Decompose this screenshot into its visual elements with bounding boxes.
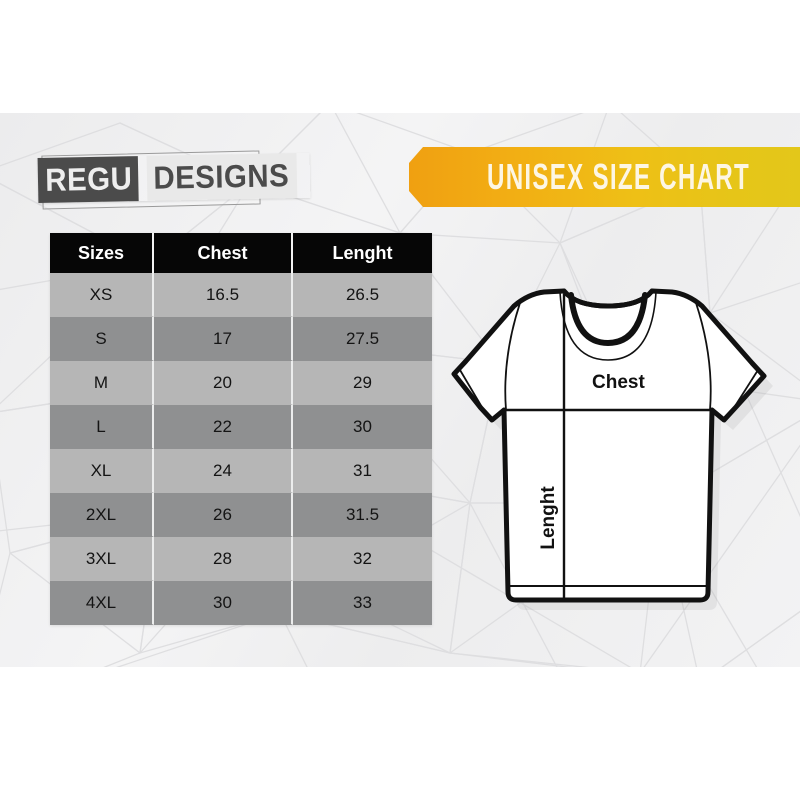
logo-bar: REGU DESIGNS [37, 153, 311, 203]
cell-size: XL [50, 449, 154, 493]
logo-text-designs: DESIGNS [147, 153, 298, 201]
table-row: 2XL 26 31.5 [50, 493, 432, 537]
cell-chest: 22 [154, 405, 293, 449]
title-banner: UNISEX SIZE CHART [409, 147, 800, 207]
cell-size: 3XL [50, 537, 154, 581]
left-cuff-line [459, 369, 487, 415]
cell-size: XS [50, 273, 154, 317]
cell-chest: 16.5 [154, 273, 293, 317]
table-row: 3XL 28 32 [50, 537, 432, 581]
cell-size: 2XL [50, 493, 154, 537]
column-header-length: Lenght [293, 233, 432, 273]
length-label: Lenght [538, 486, 559, 550]
cell-length: 26.5 [293, 273, 432, 317]
collar-stitch-line [559, 291, 657, 361]
table-row: XS 16.5 26.5 [50, 273, 432, 317]
cell-length: 33 [293, 581, 432, 625]
cell-length: 29 [293, 361, 432, 405]
cell-chest: 30 [154, 581, 293, 625]
table-row: 4XL 30 33 [50, 581, 432, 625]
cell-chest: 20 [154, 361, 293, 405]
logo-text-regu: REGU [37, 156, 140, 203]
cell-length: 27.5 [293, 317, 432, 361]
table-row: M 20 29 [50, 361, 432, 405]
column-header-chest: Chest [154, 233, 293, 273]
table-row: S 17 27.5 [50, 317, 432, 361]
right-sleeve-seam [695, 302, 712, 411]
cell-chest: 28 [154, 537, 293, 581]
table-row: XL 24 31 [50, 449, 432, 493]
cell-size: 4XL [50, 581, 154, 625]
cell-chest: 24 [154, 449, 293, 493]
column-header-sizes: Sizes [50, 233, 154, 273]
collar-inner-band [568, 292, 648, 347]
right-cuff-line [729, 369, 759, 415]
cell-size: L [50, 405, 154, 449]
table-header-row: Sizes Chest Lenght [50, 233, 432, 273]
tshirt-illustration: Chest Lenght [440, 248, 785, 643]
table-body: XS 16.5 26.5 S 17 27.5 M 20 29 L 22 [50, 273, 432, 625]
tshirt-body-outline [451, 288, 767, 603]
cell-length: 30 [293, 405, 432, 449]
chest-label: Chest [592, 372, 645, 393]
cell-size: S [50, 317, 154, 361]
cell-length: 31 [293, 449, 432, 493]
cell-size: M [50, 361, 154, 405]
cell-chest: 17 [154, 317, 293, 361]
cell-length: 31.5 [293, 493, 432, 537]
chart-card: REGU DESIGNS UNISEX SIZE CHART Sizes Che… [0, 113, 800, 667]
tshirt-svg: Chest Lenght [451, 288, 773, 610]
left-sleeve-seam [504, 302, 521, 411]
cell-length: 32 [293, 537, 432, 581]
page-title: UNISEX SIZE CHART [487, 155, 751, 198]
cell-chest: 26 [154, 493, 293, 537]
table-header: Sizes Chest Lenght [50, 233, 432, 273]
size-table: Sizes Chest Lenght XS 16.5 26.5 S 17 27.… [50, 233, 432, 625]
brand-logo: REGU DESIGNS [37, 149, 298, 211]
table-row: L 22 30 [50, 405, 432, 449]
